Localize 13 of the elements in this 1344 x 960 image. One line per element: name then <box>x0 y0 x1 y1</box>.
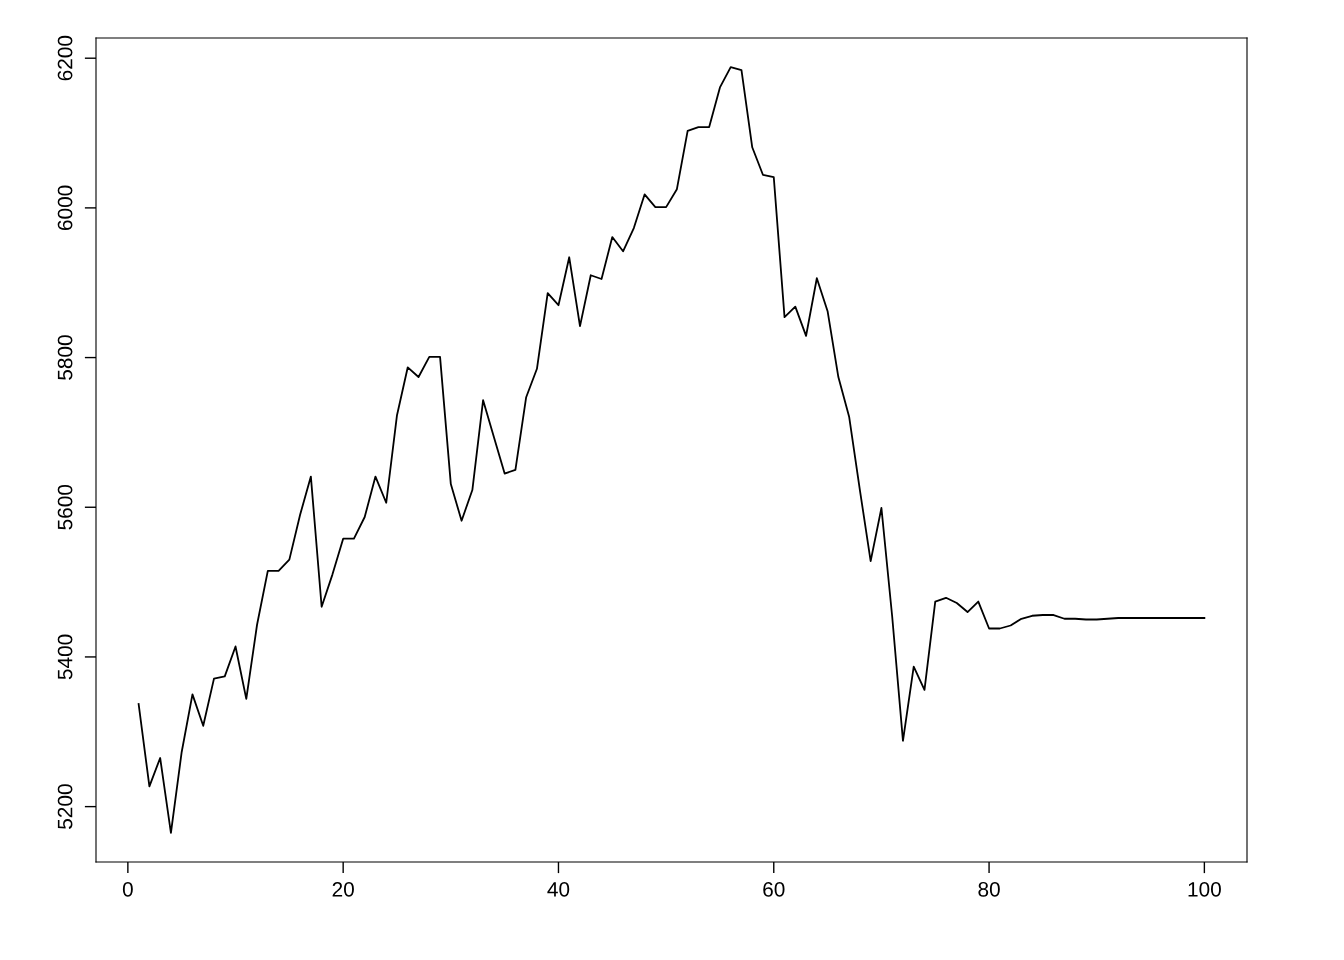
x-tick-label: 60 <box>763 881 785 897</box>
x-tick-label: 20 <box>332 881 354 897</box>
y-tick-label: 5400 <box>57 634 73 680</box>
x-tick-label: 80 <box>978 881 1000 897</box>
y-tick-label: 5600 <box>57 484 73 530</box>
x-tick-label: 40 <box>547 881 570 897</box>
x-tick-label: 100 <box>1188 881 1221 897</box>
y-tick-label: 5800 <box>57 335 73 380</box>
y-tick-label: 6200 <box>57 35 73 81</box>
x-tick-label: 0 <box>122 881 133 897</box>
y-tick-label: 6000 <box>57 185 73 230</box>
line-series <box>137 66 1206 834</box>
y-tick-label: 5200 <box>57 784 73 829</box>
